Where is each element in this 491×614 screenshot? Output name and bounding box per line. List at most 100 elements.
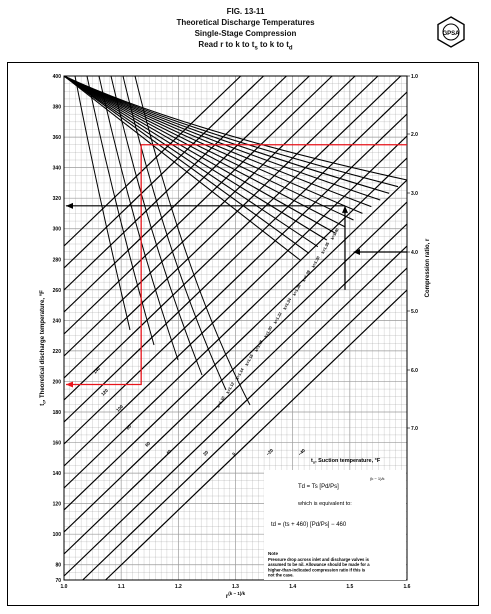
suction-line-label: −40 xyxy=(297,447,306,456)
k-curve xyxy=(63,75,301,261)
suction-line xyxy=(63,75,287,291)
k-curve xyxy=(63,75,310,254)
figure-subtitle: Single-Stage Compression xyxy=(194,29,297,38)
reference-arrow-head xyxy=(342,205,348,213)
x-tick-label: 1.4 xyxy=(289,584,296,590)
k-curve-label: k=1.40 xyxy=(329,227,340,241)
y-tick-label: 260 xyxy=(53,288,62,294)
suction-line xyxy=(63,75,264,269)
x-tick-label: 1.1 xyxy=(118,584,125,590)
note-text-line: Pressure drop across inlet and discharge… xyxy=(268,557,370,562)
reference-arrow-head xyxy=(353,249,360,255)
y-tick-label: 120 xyxy=(53,502,62,508)
y-tick-label: 220 xyxy=(53,349,62,355)
figure-instruction: Read r to k to ts to k to td xyxy=(198,40,293,52)
note-text-line: assumed to be nil. Allowance should be m… xyxy=(268,562,370,567)
r-curve xyxy=(110,75,203,376)
x-tick-label: 1.0 xyxy=(61,584,68,590)
y-tick-label: 280 xyxy=(53,257,62,263)
suction-line xyxy=(63,201,408,533)
k-curve-label: k=1.12 xyxy=(225,381,236,395)
svg-text:GPSA: GPSA xyxy=(442,31,460,37)
y-tick-label: 160 xyxy=(53,441,62,447)
y-tick-label: 300 xyxy=(53,227,62,233)
r-curve xyxy=(134,75,251,406)
k-curve xyxy=(63,75,328,241)
suction-axis-title: ts, Suction temperature, °F xyxy=(311,458,381,465)
right-tick-label: 4.0 xyxy=(411,250,418,256)
suction-line xyxy=(63,157,408,489)
k-curve-label: k=1.10 xyxy=(215,395,226,409)
right-tick-label: 2.0 xyxy=(411,132,418,138)
suction-line xyxy=(63,75,402,401)
suction-line-label: 20 xyxy=(202,449,209,456)
k-curve-label: k=1.22 xyxy=(272,311,283,325)
y-tick-label: 400 xyxy=(53,74,62,80)
example-path-line xyxy=(66,144,407,386)
r-curve xyxy=(74,75,131,331)
suction-line xyxy=(63,113,408,445)
figure-title-block: FIG. 13-11 Theoretical Discharge Tempera… xyxy=(0,6,491,55)
x-tick-label: 1.5 xyxy=(346,584,353,590)
suction-line-label: 120 xyxy=(100,388,109,397)
suction-line-label: 140 xyxy=(92,366,101,375)
right-tick-label: 5.0 xyxy=(411,309,418,315)
y-axis-title: td, Theoretical discharge temperature, °… xyxy=(40,290,47,406)
k-curve-label: k=1.30 xyxy=(310,255,321,269)
right-tick-label: 3.0 xyxy=(411,191,418,197)
x-tick-label: 1.6 xyxy=(404,584,411,590)
x-tick-label: 1.2 xyxy=(175,584,182,590)
y-tick-label: 320 xyxy=(53,196,62,202)
y-tick-label: 240 xyxy=(53,318,62,324)
suction-line-label: 80 xyxy=(125,423,132,430)
figure-title: Theoretical Discharge Temperatures xyxy=(176,18,315,27)
suction-line xyxy=(63,245,408,577)
formula-equiv-text: which is equivalent to: xyxy=(297,501,352,507)
suction-line xyxy=(63,75,333,335)
note-text-line: higher-than-indicated compression ratio … xyxy=(268,567,366,572)
formula-line-2: td = (ts + 460) [Pd/Ps] − 460 xyxy=(271,522,347,528)
example-path-arrow xyxy=(66,381,73,388)
y-tick-label: 380 xyxy=(53,105,62,111)
formula-exponent-1: (k − 1)/k xyxy=(370,476,385,481)
k-curve-label: k=1.18 xyxy=(253,339,264,353)
y-tick-label: 180 xyxy=(53,410,62,416)
r-curve xyxy=(122,75,227,391)
y-tick-label: 100 xyxy=(53,532,62,538)
right-axis-title: Compression ratio, r xyxy=(425,238,431,297)
suction-line xyxy=(63,75,242,247)
note-box xyxy=(264,548,406,580)
suction-line xyxy=(63,223,408,555)
figure-number: FIG. 13-11 xyxy=(226,7,265,16)
chart-frame xyxy=(7,62,479,606)
suction-line xyxy=(105,289,408,581)
suction-line xyxy=(63,135,408,467)
suction-line xyxy=(63,75,356,357)
k-curve-label: k=1.14 xyxy=(234,367,245,381)
k-curve-label: k=1.16 xyxy=(244,353,255,367)
x-axis-title: r(k − 1)/k xyxy=(226,591,246,600)
suction-line-label: 0 xyxy=(231,451,237,457)
k-curve-label: k=1.24 xyxy=(282,297,293,311)
y-tick-label: 200 xyxy=(53,379,62,385)
note-text-line: not the case. xyxy=(268,573,294,578)
formula-box xyxy=(264,470,406,548)
gpsa-logo-icon: GPSA xyxy=(437,16,465,48)
k-curve-label: k=1.35 xyxy=(320,241,331,255)
y-tick-label: 140 xyxy=(53,471,62,477)
suction-line-label: 100 xyxy=(115,404,124,413)
k-curve-label: k=1.26 xyxy=(291,283,302,297)
suction-line-label: 60 xyxy=(144,440,151,447)
suction-line xyxy=(63,91,408,423)
formula-line-1: Td = Ts [Pd/Ps] xyxy=(298,484,339,490)
y-tick-label: 360 xyxy=(53,135,62,141)
k-curve-label: k=1.28 xyxy=(301,269,312,283)
suction-line xyxy=(82,267,408,581)
suction-line-label: 40 xyxy=(165,448,172,455)
right-tick-label: 7.0 xyxy=(411,426,418,432)
suction-line xyxy=(63,75,310,313)
suction-line xyxy=(63,179,408,511)
y-tick-label: 80 xyxy=(55,563,61,569)
suction-line-label: −20 xyxy=(265,447,274,456)
